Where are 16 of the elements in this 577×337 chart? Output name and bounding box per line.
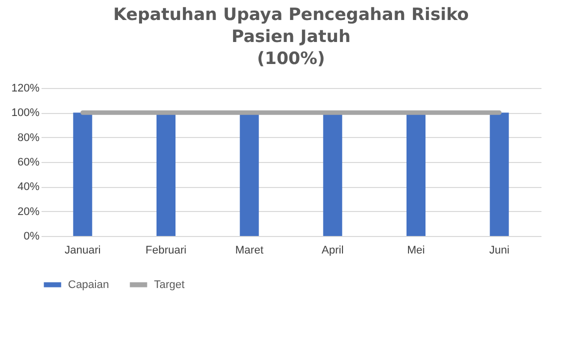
y-tick-label: 0% [24,230,40,242]
y-tick-label: 120% [11,82,40,94]
legend-label: Capaian [68,278,109,291]
x-tick-label: Februari [146,244,186,256]
y-tick-label: 60% [17,156,40,168]
x-tick-label: Mei [407,244,425,256]
x-tick-label: Januari [64,244,101,256]
y-tick-label: 40% [17,181,40,194]
y-tick-label: 20% [17,206,40,218]
legend-label: Target [154,278,185,291]
x-tick-label: April [322,244,344,256]
x-tick-label: Maret [235,244,264,256]
chart-title: Kepatuhan Upaya Pencegahan Risiko Pasien Jatuh (100%) [113,5,469,69]
x-tick-label: Juni [489,244,510,256]
y-tick-label: 100% [11,107,40,120]
y-tick-label: 80% [17,132,40,144]
